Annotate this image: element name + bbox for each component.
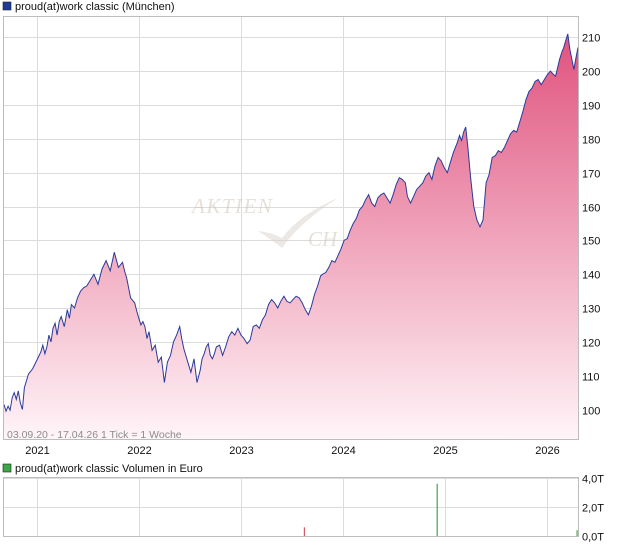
- volume-y-tick-label: 4,0T: [582, 474, 604, 486]
- volume-chart-title: proud(at)work classic Volumen in Euro: [15, 463, 203, 475]
- price-x-tick-label: 2024: [331, 445, 355, 457]
- volume-legend-swatch: [2, 463, 12, 473]
- price-x-tick-label: 2022: [127, 445, 151, 457]
- price-legend: proud(at)work classic (München): [2, 1, 175, 13]
- watermark-text-aktien: AKTIEN: [190, 194, 273, 218]
- volume-y-tick-label: 2,0T: [582, 503, 604, 515]
- price-frame: [3, 16, 579, 440]
- price-x-tick-label: 2021: [25, 445, 49, 457]
- volume-legend: proud(at)work classic Volumen in Euro: [2, 463, 203, 475]
- price-y-axis: 100 110 120 130 140 150 160 170 180 190 200 210: [582, 33, 600, 418]
- price-y-tick-label: 100: [582, 406, 600, 418]
- watermark-check-icon: [258, 198, 338, 248]
- price-y-tick-label: 150: [582, 236, 600, 248]
- volume-bar: [576, 530, 578, 536]
- volume-y-axis: 0,0T 2,0T 4,0T: [582, 474, 604, 544]
- price-y-tick-label: 160: [582, 203, 600, 215]
- price-line: [3, 33, 579, 413]
- watermark: AKTIEN CH: [190, 194, 339, 251]
- price-chart-panel: AKTIEN CH 03.09.20 - 17.04.26 1 Tick = 1…: [3, 16, 600, 457]
- volume-grid: [4, 478, 578, 537]
- volume-bar: [436, 483, 438, 536]
- price-y-tick-label: 180: [582, 135, 600, 147]
- volume-bars: [303, 483, 578, 536]
- price-x-tick-label: 2023: [229, 445, 253, 457]
- price-y-tick-label: 190: [582, 101, 600, 113]
- price-area: [4, 33, 578, 441]
- price-y-tick-label: 170: [582, 169, 600, 181]
- volume-y-tick-label: 0,0T: [582, 532, 604, 544]
- price-chart-title: proud(at)work classic (München): [15, 1, 175, 13]
- price-x-tick-label: 2025: [433, 445, 457, 457]
- price-y-tick-label: 140: [582, 270, 600, 282]
- price-y-tick-label: 130: [582, 304, 600, 316]
- watermark-text-ch: CH: [308, 227, 339, 251]
- price-y-tick-label: 120: [582, 338, 600, 350]
- price-legend-swatch: [2, 1, 12, 11]
- price-y-tick-label: 210: [582, 33, 600, 45]
- price-x-axis: 2021 2022 2023 2024 2025 2026: [25, 445, 559, 457]
- price-y-tick-label: 110: [582, 372, 600, 384]
- volume-chart-panel: 0,0T 2,0T 4,0T: [3, 474, 604, 544]
- price-y-tick-label: 200: [582, 67, 600, 79]
- price-x-tick-label: 2026: [535, 445, 559, 457]
- date-range-footnote: 03.09.20 - 17.04.26 1 Tick = 1 Woche: [7, 429, 182, 441]
- volume-bar: [303, 527, 305, 536]
- volume-frame: [3, 477, 579, 537]
